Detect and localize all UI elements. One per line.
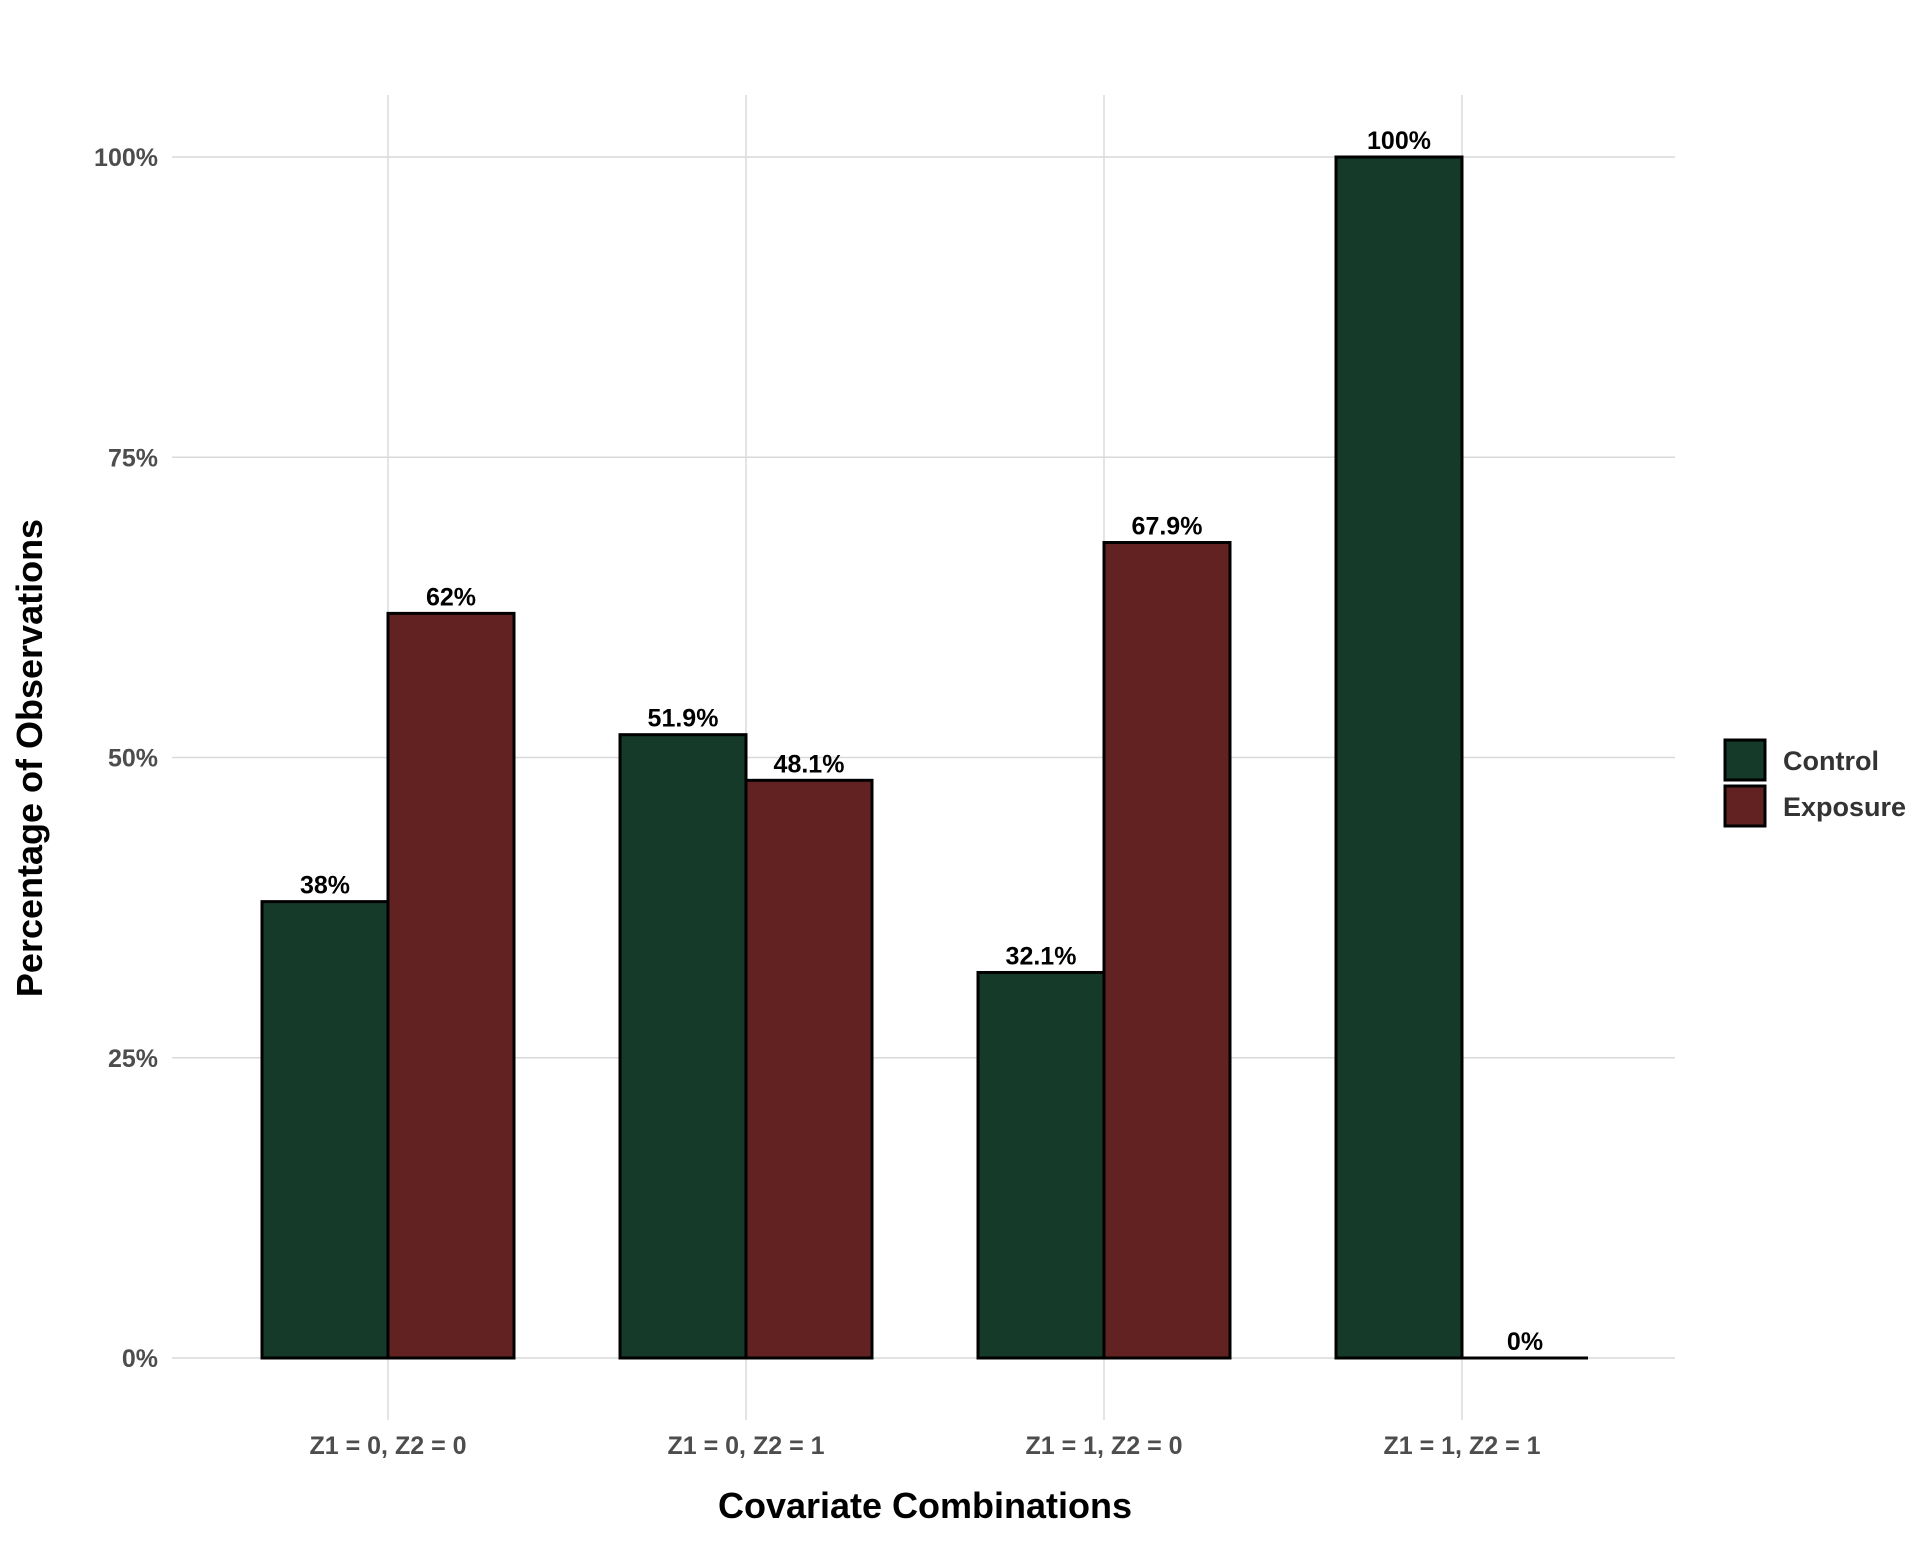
x-tick-label: Z1 = 0, Z2 = 0 bbox=[309, 1432, 466, 1460]
data-label: 32.1% bbox=[1006, 942, 1077, 970]
legend-label: Exposure bbox=[1783, 792, 1906, 822]
y-axis-ticks: 0% 25% 50% 75% 100% bbox=[94, 144, 158, 1373]
y-tick-label: 75% bbox=[108, 444, 158, 472]
data-label: 48.1% bbox=[774, 750, 845, 778]
data-label: 67.9% bbox=[1132, 513, 1203, 541]
legend-swatch-exposure bbox=[1723, 784, 1767, 828]
x-tick-label: Z1 = 1, Z2 = 0 bbox=[1025, 1432, 1182, 1460]
data-label: 51.9% bbox=[648, 705, 719, 733]
y-tick-label: 100% bbox=[94, 144, 158, 172]
bar-control bbox=[1334, 155, 1464, 1360]
data-label: 0% bbox=[1507, 1328, 1543, 1356]
data-labels: 38% 51.9% 32.1% 100% 62% 48.1% 67.9% 0% bbox=[300, 127, 1543, 1356]
x-tick-label: Z1 = 1, Z2 = 1 bbox=[1383, 1432, 1540, 1460]
data-label: 100% bbox=[1367, 127, 1431, 155]
bars bbox=[260, 155, 1588, 1360]
bar-control bbox=[260, 900, 390, 1360]
bar-control bbox=[976, 970, 1106, 1360]
legend-label: Control bbox=[1783, 746, 1879, 776]
legend-swatch-control bbox=[1723, 738, 1767, 782]
bar-exposure bbox=[744, 778, 874, 1360]
y-axis-title: Percentage of Observations bbox=[9, 519, 50, 997]
bar-exposure bbox=[386, 611, 516, 1360]
bar-control bbox=[618, 733, 748, 1360]
x-axis-title: Covariate Combinations bbox=[718, 1485, 1132, 1526]
x-axis-ticks: Z1 = 0, Z2 = 0 Z1 = 0, Z2 = 1 Z1 = 1, Z2 =… bbox=[309, 1432, 1540, 1460]
data-label: 38% bbox=[300, 872, 350, 900]
data-label: 62% bbox=[426, 583, 476, 611]
y-tick-label: 50% bbox=[108, 745, 158, 773]
y-tick-label: 25% bbox=[108, 1045, 158, 1073]
x-tick-label: Z1 = 0, Z2 = 1 bbox=[667, 1432, 824, 1460]
y-tick-label: 0% bbox=[122, 1345, 158, 1373]
legend: Control Exposure bbox=[1723, 738, 1906, 828]
bar-exposure bbox=[1102, 541, 1232, 1360]
